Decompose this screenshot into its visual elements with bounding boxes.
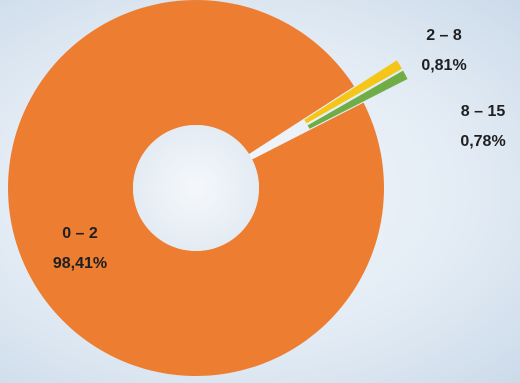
- donut-slice-2: [304, 60, 402, 124]
- donut-slices: [8, 0, 408, 376]
- donut-slice-3: [307, 70, 408, 129]
- label-category-slice-3: 8 – 15: [461, 103, 506, 120]
- donut-slice-1: [8, 0, 384, 376]
- label-percent-slice-2: 0,81%: [421, 57, 466, 74]
- label-category-slice-2: 2 – 8: [426, 27, 462, 44]
- label-percent-slice-1: 98,41%: [53, 255, 107, 272]
- slice-labels: 0 – 2 98,41% 2 – 8 0,81% 8 – 15 0,78%: [53, 27, 506, 272]
- donut-hole: [133, 125, 259, 251]
- label-category-slice-1: 0 – 2: [62, 225, 98, 242]
- label-percent-slice-3: 0,78%: [460, 133, 505, 150]
